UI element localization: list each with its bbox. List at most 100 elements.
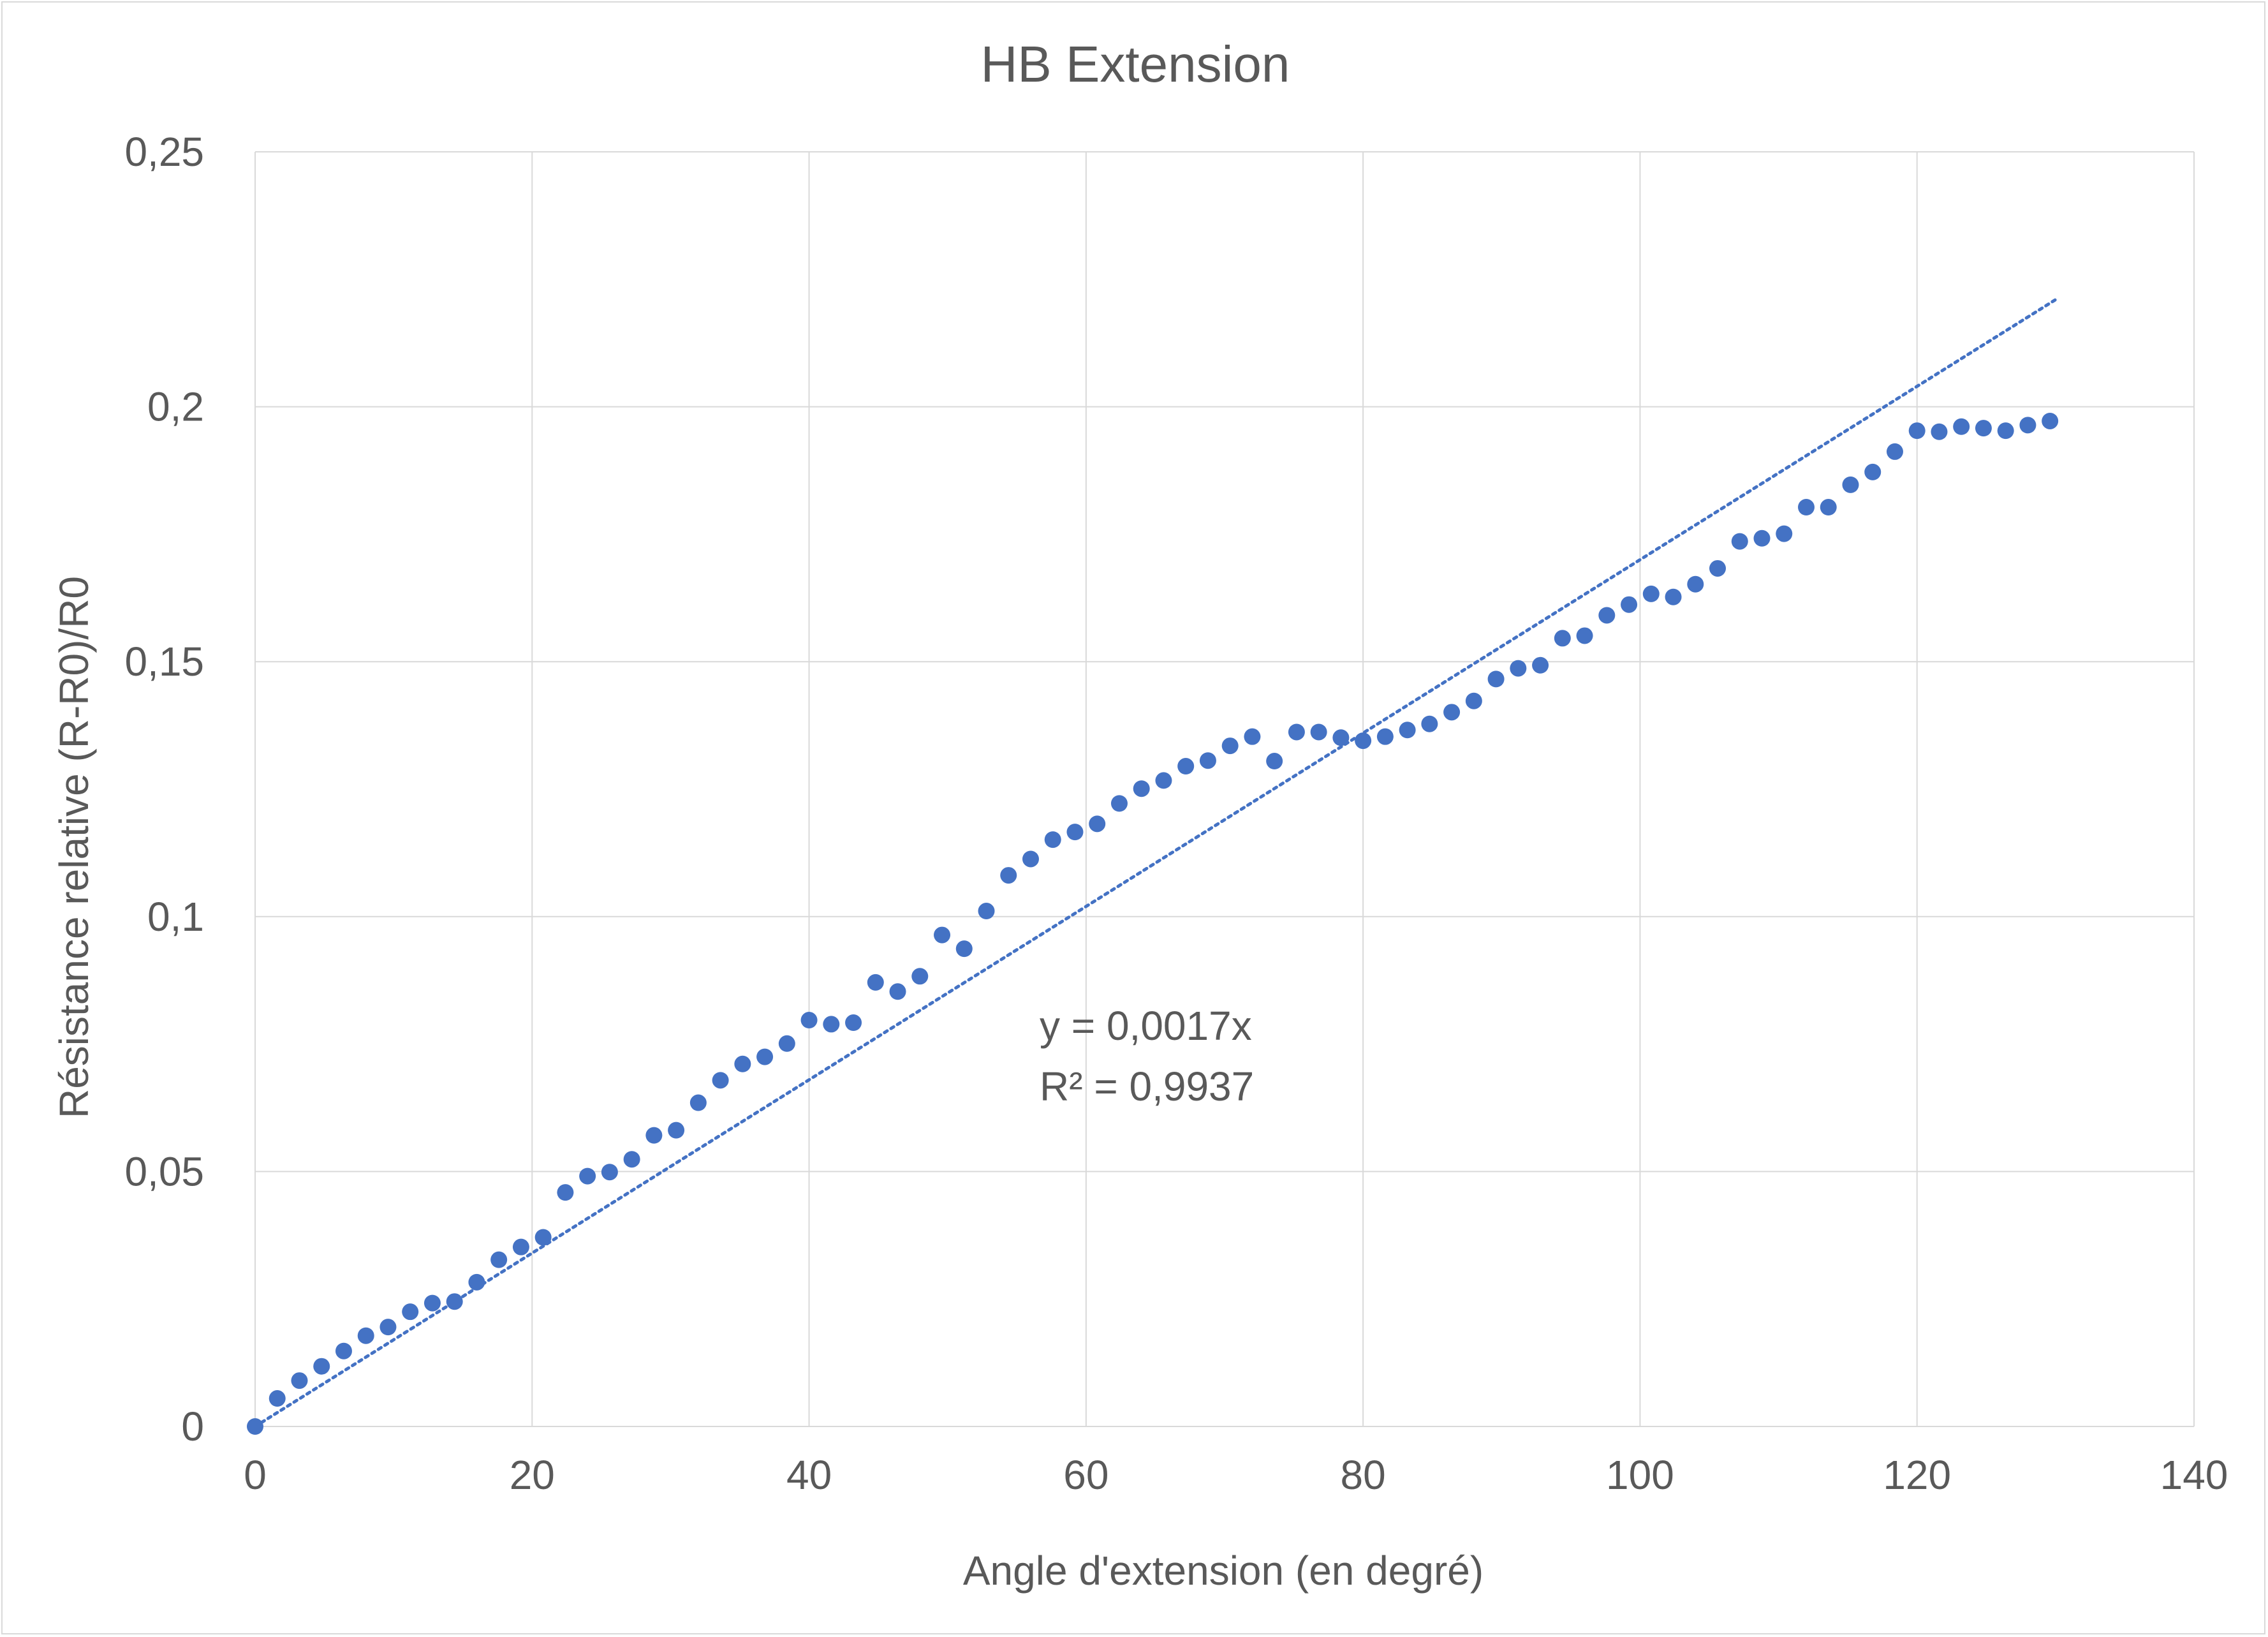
y-tick-label: 0,1 [147,894,204,940]
data-point [778,1035,795,1052]
data-point [490,1251,508,1268]
data-point [1487,670,1505,688]
data-point [423,1294,441,1312]
data-point [1022,850,1039,868]
data-point [579,1167,596,1185]
data-point [1665,588,1682,605]
data-point [1310,723,1327,741]
trendline-equation: y = 0,0017x [1040,1003,1252,1049]
data-point [357,1327,374,1344]
data-point [1066,824,1084,841]
x-tick-label: 40 [786,1452,832,1498]
data-point [1355,732,1372,750]
y-tick-label: 0,05 [124,1148,204,1194]
data-point [1576,627,1593,644]
data-point [1000,867,1017,884]
data-point [934,926,951,944]
data-point [468,1273,485,1291]
data-point [269,1390,286,1407]
x-axis-label: Angle d'extension (en degré) [963,1548,1484,1594]
data-point [623,1151,640,1168]
data-point [712,1072,729,1089]
data-point [800,1012,818,1029]
chart-title: HB Extension [981,36,1290,93]
data-point [1376,728,1394,745]
data-point [1288,723,1305,741]
data-point [911,968,929,985]
tick-labels: 0 20 40 60 80 100 120 140 0 0,05 0,1 0,15 0,2 0,25 [124,129,2228,1498]
data-point [668,1122,685,1139]
data-point [1908,422,1926,440]
data-point [889,983,906,1000]
data-point [1931,423,1948,440]
data-point [1532,656,1549,674]
data-point [1709,559,1727,577]
data-point [1687,575,1704,593]
data-point [955,940,973,958]
data-point [1199,752,1216,769]
trendline-r-squared: R² = 0,9937 [1040,1063,1254,1109]
data-point [689,1094,707,1111]
data-point [291,1372,308,1389]
data-point [247,1418,263,1435]
y-tick-label: 0,15 [124,639,204,685]
data-point [1842,476,1859,493]
data-point [1886,443,1903,460]
data-point [645,1127,663,1144]
data-point [446,1293,463,1310]
data-point [1798,499,1815,516]
data-point [601,1164,618,1181]
data-point [1421,715,1438,732]
data-point [1975,420,1992,437]
data-point [512,1238,529,1256]
x-tick-label: 80 [1341,1452,1386,1498]
data-point [845,1014,862,1032]
trendline-path [253,298,2058,1428]
data-point [1399,722,1416,739]
data-point [1110,795,1128,812]
data-point [335,1342,352,1359]
data-point [2019,417,2036,434]
data-point [1997,422,2014,440]
data-point [1753,530,1771,547]
data-point [534,1229,552,1246]
data-point [379,1319,397,1336]
x-tick-label: 0 [244,1452,267,1498]
y-tick-label: 0,25 [124,129,204,175]
data-point [1044,831,1061,848]
data-point [1177,758,1195,775]
y-axis-label: Résistance relative (R-R0)/R0 [51,576,97,1118]
data-point [756,1048,774,1065]
data-point [1776,525,1793,542]
trendline [253,298,2058,1428]
data-point [557,1184,574,1201]
x-tick-label: 140 [2160,1452,2228,1498]
data-point [1731,533,1748,550]
data-point [1864,463,1881,480]
data-point [1554,630,1571,647]
data-point [1244,728,1261,745]
data-point [313,1358,330,1375]
data-point [867,974,884,991]
x-tick-label: 20 [510,1452,555,1498]
data-point [734,1055,751,1072]
y-tick-label: 0 [181,1404,204,1449]
data-point [1221,737,1239,755]
data-point [1598,607,1616,624]
x-tick-label: 60 [1063,1452,1108,1498]
data-point [1443,704,1461,721]
data-point [978,903,995,920]
y-tick-label: 0,2 [147,384,204,430]
data-points [247,412,2059,1435]
data-point [1953,418,1970,435]
data-point [1465,692,1482,709]
data-point [1510,660,1527,677]
x-tick-label: 100 [1606,1452,1674,1498]
data-point [1332,729,1350,746]
x-tick-label: 120 [1883,1452,1951,1498]
data-point [1642,585,1660,602]
data-point [1155,772,1172,789]
data-point [1621,596,1638,613]
